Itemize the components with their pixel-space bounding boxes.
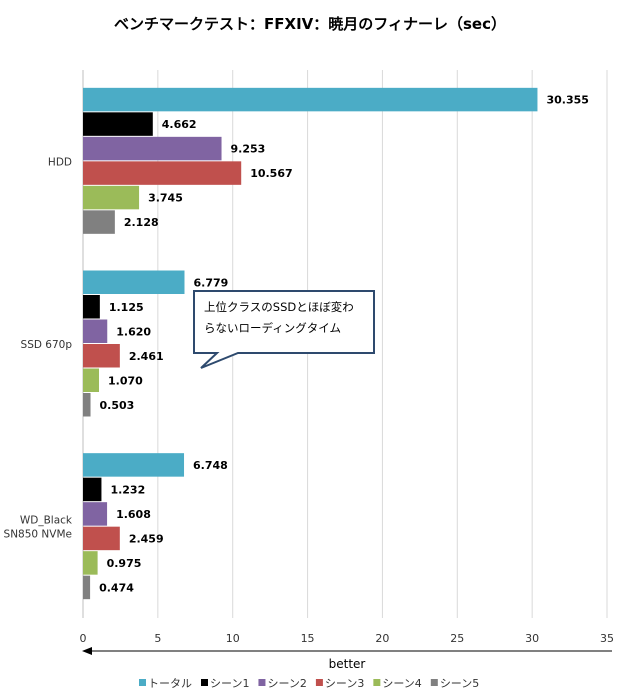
- value-label: 1.608: [116, 508, 151, 521]
- x-axis-label: better: [329, 657, 366, 671]
- legend-swatch: [139, 679, 146, 686]
- category-labels: HDD SSD 670p WD_Black SN850 NVMe: [4, 156, 73, 540]
- value-label: 3.745: [148, 192, 183, 205]
- bar: [83, 112, 153, 136]
- legend-label: トータル: [148, 677, 192, 690]
- category-label: HDD: [48, 156, 72, 168]
- bar: [83, 295, 100, 319]
- bar: [83, 344, 120, 368]
- x-tick-label: 35: [600, 632, 614, 645]
- x-tick-label: 15: [301, 632, 315, 645]
- callout-text-line2: らないローディングタイム: [204, 321, 341, 335]
- value-label: 9.253: [231, 143, 266, 156]
- category-label: SSD 670p: [21, 339, 73, 351]
- chart-title: ベンチマークテスト：FFXIV：暁月のフィナーレ（sec）: [114, 15, 506, 33]
- legend-swatch: [373, 679, 381, 686]
- better-arrow: [82, 647, 612, 655]
- callout-text-line1: 上位クラスのSSDとほぼ変わ: [204, 300, 354, 314]
- bar: [83, 185, 140, 210]
- bar: [83, 270, 185, 294]
- bar: [83, 393, 91, 417]
- value-label: 2.461: [129, 350, 164, 363]
- legend-label: シーン5: [440, 677, 479, 690]
- legend-label: シーン2: [267, 677, 306, 690]
- value-label: 1.620: [116, 325, 151, 338]
- x-tick-label: 20: [375, 632, 389, 645]
- value-label: 1.125: [109, 301, 144, 314]
- value-label: 2.459: [129, 532, 164, 545]
- x-tick-label: 0: [80, 632, 87, 645]
- legend-swatch: [201, 679, 208, 686]
- value-label: 0.474: [99, 581, 134, 594]
- value-label: 30.355: [546, 94, 588, 107]
- value-label: 4.662: [162, 118, 197, 131]
- value-label: 6.748: [193, 459, 228, 472]
- x-tick-label: 25: [450, 632, 464, 645]
- x-tick-labels: 0 5 10 15 20 25 30 35: [80, 632, 615, 645]
- legend-label: シーン4: [382, 677, 421, 690]
- value-label: 10.567: [250, 167, 292, 180]
- value-label: 6.779: [193, 276, 228, 289]
- bar: [83, 368, 100, 392]
- legend-label: シーン1: [210, 677, 249, 690]
- x-tick-label: 5: [154, 632, 161, 645]
- bar: [83, 575, 91, 600]
- value-label: 1.070: [108, 374, 143, 387]
- category-label: WD_Black SN850 NVMe: [4, 515, 73, 541]
- value-labels: 30.355 4.662 9.253 10.567 3.745 2.128 6.779 1.1…: [99, 94, 589, 595]
- bar: [83, 502, 108, 526]
- bars: [83, 87, 538, 600]
- value-label: 0.503: [100, 399, 135, 412]
- legend-swatch: [315, 679, 323, 686]
- bar: [83, 453, 185, 477]
- bar: [83, 87, 538, 112]
- bar: [83, 319, 108, 343]
- callout-bubble: [193, 290, 375, 369]
- legend-swatch: [430, 679, 438, 686]
- callout: 上位クラスのSSDとほぼ変わ らないローディングタイム: [193, 290, 375, 369]
- legend: トータル シーン1 シーン2 シーン3 シーン4 シーン5: [139, 677, 479, 690]
- value-label: 1.232: [110, 483, 145, 496]
- legend-swatch: [258, 679, 266, 686]
- bar: [83, 477, 102, 502]
- legend-label: シーン3: [325, 677, 364, 690]
- bar: [83, 161, 242, 185]
- bar: [83, 210, 115, 234]
- x-tick-label: 30: [525, 632, 539, 645]
- x-tick-label: 10: [226, 632, 240, 645]
- value-label: 2.128: [124, 216, 159, 229]
- bar: [83, 551, 98, 575]
- value-label: 0.975: [107, 557, 142, 570]
- bar: [83, 526, 120, 551]
- bar: [83, 136, 222, 161]
